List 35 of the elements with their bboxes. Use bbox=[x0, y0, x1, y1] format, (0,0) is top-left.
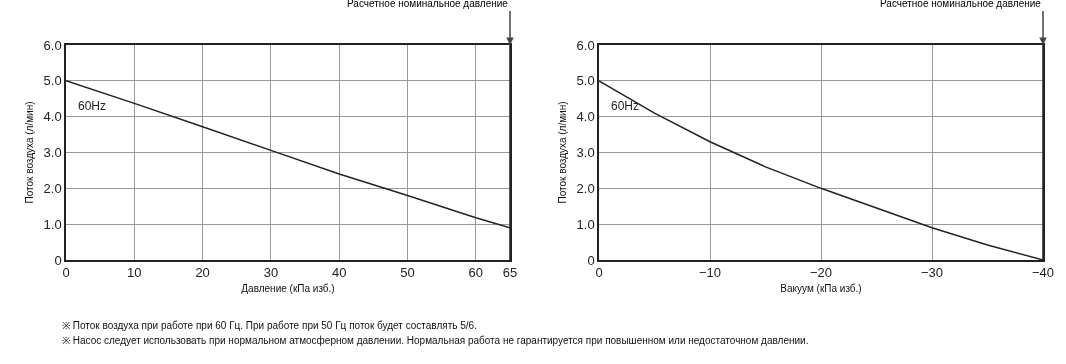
x-tick-label: −30 bbox=[920, 265, 944, 281]
x-axis-title: Вакуум (кПа изб.) bbox=[780, 283, 862, 295]
x-axis-title: Давление (кПа изб.) bbox=[241, 283, 335, 295]
y-tick-label: 1.0 bbox=[576, 216, 595, 232]
x-tick-label: 65 bbox=[502, 265, 518, 281]
x-tick-label: −20 bbox=[809, 265, 833, 281]
ref-line-label: Расчетное номинальное давление bbox=[880, 0, 1042, 9]
x-tick-label: 10 bbox=[127, 265, 142, 281]
y-tick-label: 2.0 bbox=[43, 180, 62, 196]
y-tick-label: 6.0 bbox=[43, 37, 62, 53]
y-tick-label: 6.0 bbox=[576, 37, 595, 53]
series-label: 60Hz bbox=[611, 99, 640, 113]
ref-line-label: Расчетное номинальное давление bbox=[347, 0, 509, 9]
series-label: 60Hz bbox=[78, 99, 107, 113]
text: ※ Насос следует использовать при нормальном атмосферном давлении. Нормальная работа не гарантируется при повышенном или недостаточном давлении. bbox=[62, 334, 809, 348]
y-tick-label: 4.0 bbox=[43, 109, 62, 125]
x-tick-label: 20 bbox=[195, 265, 210, 281]
y-tick-label: 0 bbox=[54, 252, 62, 268]
y-tick-label: 1.0 bbox=[43, 216, 62, 232]
y-axis-title: Поток воздуха (л/мин) bbox=[24, 101, 36, 204]
x-tick-label: 30 bbox=[263, 265, 279, 281]
y-tick-label: 0 bbox=[587, 252, 595, 268]
x-tick-label: −40 bbox=[1031, 265, 1055, 281]
y-tick-label: 5.0 bbox=[576, 73, 595, 89]
y-axis-title: Поток воздуха (л/мин) bbox=[557, 101, 569, 204]
x-tick-label: −10 bbox=[698, 265, 722, 281]
x-tick-label: 60 bbox=[468, 265, 484, 281]
y-tick-label: 3.0 bbox=[43, 145, 62, 161]
y-tick-label: 4.0 bbox=[576, 109, 595, 125]
y-tick-label: 5.0 bbox=[43, 73, 62, 89]
y-tick-label: 2.0 bbox=[576, 180, 595, 196]
x-tick-label: 50 bbox=[400, 265, 415, 281]
x-tick-label: 40 bbox=[332, 265, 347, 281]
y-tick-label: 3.0 bbox=[576, 145, 595, 161]
text: ※ Поток воздуха при работе при 60 Гц. При работе при 50 Гц поток будет составлять 5/6. bbox=[62, 319, 478, 333]
